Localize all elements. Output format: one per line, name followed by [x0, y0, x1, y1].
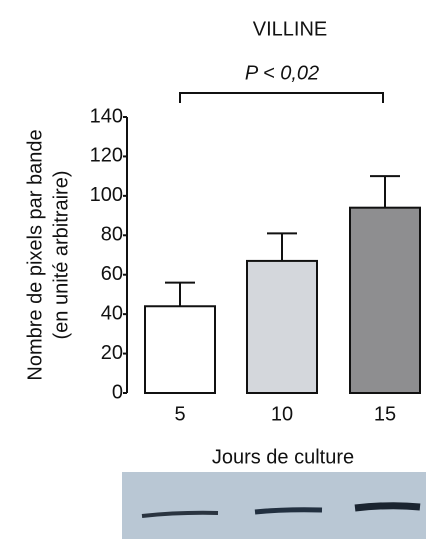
- x-tick-label: 10: [271, 403, 293, 425]
- y-tick-label: 20: [101, 342, 123, 364]
- x-tick-label: 5: [174, 403, 185, 425]
- bar: [145, 306, 215, 393]
- y-tick-label: 80: [101, 224, 123, 246]
- y-tick-label: 100: [90, 184, 123, 206]
- y-tick-label: 40: [101, 302, 123, 324]
- annotation: P < 0,02: [245, 62, 319, 84]
- significance-bracket: [180, 93, 383, 103]
- x-tick-label: 15: [374, 403, 396, 425]
- y-tick-label: 140: [90, 105, 123, 127]
- y-tick-label: 0: [112, 381, 123, 403]
- bar: [247, 261, 317, 393]
- y-axis-label: Nombre de pixels par bande: [24, 129, 46, 380]
- y-tick-label: 120: [90, 145, 123, 167]
- x-axis-label: Jours de culture: [212, 446, 354, 468]
- page: VILLINE P < 0,02 Nombre de pixels par ba…: [0, 0, 434, 539]
- chart-title: VILLINE: [253, 18, 327, 40]
- y-axis-label: (en unité arbitraire): [50, 171, 72, 340]
- y-tick-label: 60: [101, 263, 123, 285]
- bar: [350, 208, 420, 393]
- western-blot: [122, 472, 426, 539]
- chart: VILLINE P < 0,02 Nombre de pixels par ba…: [0, 0, 434, 539]
